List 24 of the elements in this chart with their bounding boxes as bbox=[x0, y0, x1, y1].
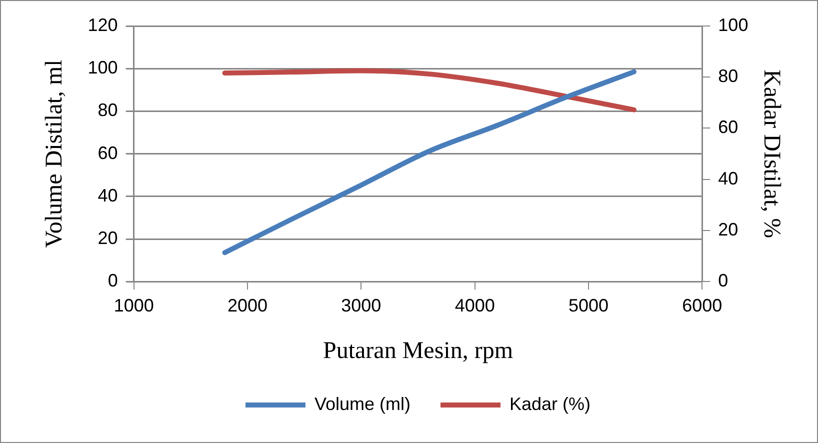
legend-label: Volume (ml) bbox=[314, 394, 411, 414]
x-axis-title: Putaran Mesin, rpm bbox=[323, 338, 514, 364]
y2-tick-label: 0 bbox=[718, 270, 728, 291]
x-tick-label: 2000 bbox=[227, 295, 268, 316]
x-tick-label: 1000 bbox=[114, 295, 154, 316]
y-tick-label: 0 bbox=[108, 270, 118, 291]
x-tick-label: 3000 bbox=[341, 295, 382, 316]
y2-tick-label: 100 bbox=[718, 14, 748, 35]
y-tick-label: 60 bbox=[98, 142, 118, 163]
y-tick-label: 40 bbox=[98, 185, 118, 206]
y-tick-label: 80 bbox=[98, 100, 118, 120]
y-axis-title: Volume Distilat, ml bbox=[42, 59, 68, 248]
y2-tick-label: 80 bbox=[718, 66, 738, 86]
y-tick-label: 120 bbox=[88, 14, 118, 35]
y2-tick-label: 60 bbox=[718, 117, 738, 138]
y2-tick-label: 20 bbox=[718, 219, 738, 240]
y2-tick-label: 40 bbox=[718, 168, 738, 188]
x-tick-label: 4000 bbox=[454, 295, 495, 316]
x-tick-label: 6000 bbox=[682, 295, 722, 316]
legend-label: Kadar (%) bbox=[509, 394, 591, 414]
y-tick-label: 20 bbox=[98, 228, 118, 248]
y-tick-label: 100 bbox=[88, 58, 118, 78]
y2-axis-title: Kadar DIstilat, % bbox=[758, 69, 784, 238]
x-tick-label: 5000 bbox=[568, 295, 609, 316]
